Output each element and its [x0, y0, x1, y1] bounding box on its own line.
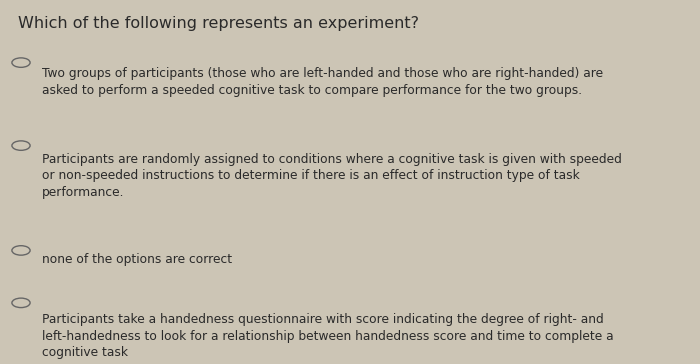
Text: none of the options are correct: none of the options are correct	[42, 253, 232, 266]
Text: Participants are randomly assigned to conditions where a cognitive task is given: Participants are randomly assigned to co…	[42, 153, 622, 199]
Text: Which of the following represents an experiment?: Which of the following represents an exp…	[18, 16, 419, 31]
Text: Participants take a handedness questionnaire with score indicating the degree of: Participants take a handedness questionn…	[42, 313, 614, 359]
Text: Two groups of participants (those who are left-handed and those who are right-ha: Two groups of participants (those who ar…	[42, 67, 603, 97]
